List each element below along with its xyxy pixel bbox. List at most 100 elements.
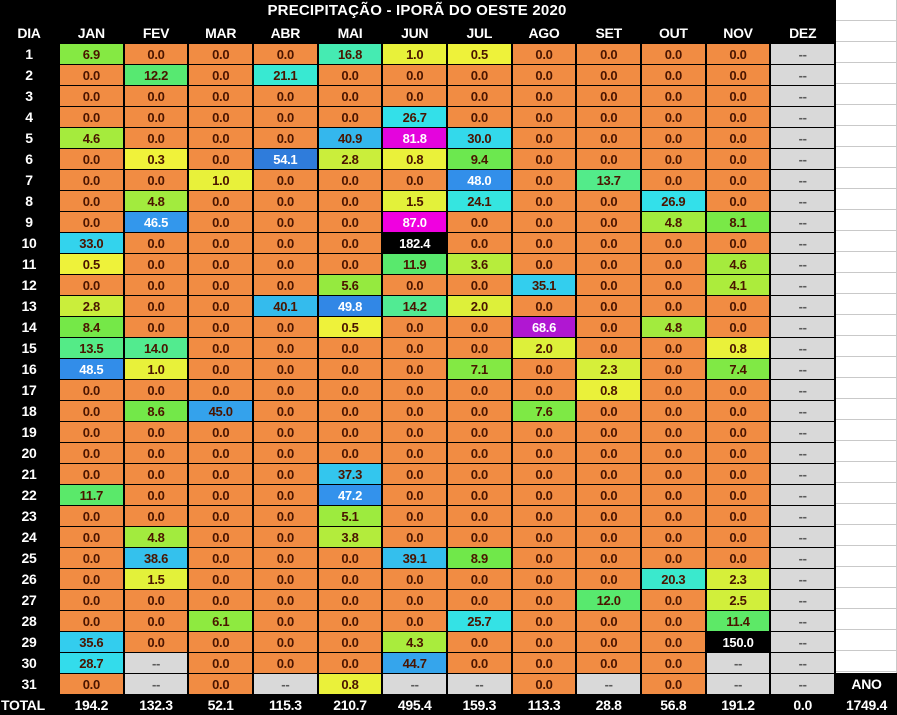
cell-mar-21: 0.0 xyxy=(189,464,252,484)
cell-set-8: 0.0 xyxy=(577,191,640,211)
cell-ago-6: 0.0 xyxy=(512,149,576,169)
cell-ago-16: 0.0 xyxy=(512,359,576,379)
cell-out-29: 0.0 xyxy=(642,632,705,652)
day-label-4: 4 xyxy=(0,107,58,127)
col-header-jun: JUN xyxy=(383,22,446,43)
cell-set-24: 0.0 xyxy=(577,527,640,547)
cell-nov-21: 0.0 xyxy=(706,464,770,484)
cell-dez-6: -- xyxy=(771,149,834,169)
cell-out-2: 0.0 xyxy=(642,65,705,85)
cell-dez-22: -- xyxy=(771,485,834,505)
cell-mai-20: 0.0 xyxy=(318,443,382,463)
cell-jun-3: 0.0 xyxy=(383,86,446,106)
cell-jan-17: 0.0 xyxy=(60,380,123,400)
cell-abr-30: 0.0 xyxy=(254,653,317,673)
cell-jun-26: 0.0 xyxy=(383,569,446,589)
col-header-set: SET xyxy=(577,22,640,43)
cell-abr-14: 0.0 xyxy=(254,317,317,337)
cell-mai-22: 47.2 xyxy=(318,485,382,505)
cell-set-25: 0.0 xyxy=(577,548,640,568)
cell-fev-29: 0.0 xyxy=(124,632,188,652)
cell-abr-15: 0.0 xyxy=(254,338,317,358)
cell-fev-16: 1.0 xyxy=(124,359,188,379)
cell-jul-15: 0.0 xyxy=(448,338,511,358)
cell-set-14: 0.0 xyxy=(577,317,640,337)
cell-jan-15: 13.5 xyxy=(60,338,123,358)
total-dez: 0.0 xyxy=(771,695,834,715)
cell-jul-11: 3.6 xyxy=(448,254,511,274)
cell-jan-29: 35.6 xyxy=(60,632,123,652)
cell-nov-10: 0.0 xyxy=(706,233,770,253)
col-header-dez: DEZ xyxy=(771,22,834,43)
cell-jan-23: 0.0 xyxy=(60,506,123,526)
cell-jan-1: 6.9 xyxy=(60,44,123,64)
col-header-mar: MAR xyxy=(189,22,252,43)
cell-abr-10: 0.0 xyxy=(254,233,317,253)
cell-ago-23: 0.0 xyxy=(512,506,576,526)
cell-out-9: 4.8 xyxy=(642,212,705,232)
cell-jan-14: 8.4 xyxy=(60,317,123,337)
cell-jun-14: 0.0 xyxy=(383,317,446,337)
cell-abr-5: 0.0 xyxy=(254,128,317,148)
cell-jul-29: 0.0 xyxy=(448,632,511,652)
cell-nov-23: 0.0 xyxy=(706,506,770,526)
cell-dez-27: -- xyxy=(771,590,834,610)
cell-jul-26: 0.0 xyxy=(448,569,511,589)
cell-dez-8: -- xyxy=(771,191,834,211)
cell-fev-1: 0.0 xyxy=(124,44,188,64)
cell-nov-3: 0.0 xyxy=(706,86,770,106)
cell-mai-14: 0.5 xyxy=(318,317,382,337)
cell-jun-1: 1.0 xyxy=(383,44,446,64)
cell-mai-27: 0.0 xyxy=(318,590,382,610)
day-label-16: 16 xyxy=(0,359,58,379)
cell-ago-29: 0.0 xyxy=(512,632,576,652)
cell-fev-2: 12.2 xyxy=(124,65,188,85)
col-header-dia: DIA xyxy=(0,22,58,43)
cell-fev-13: 0.0 xyxy=(124,296,188,316)
cell-out-1: 0.0 xyxy=(642,44,705,64)
day-label-23: 23 xyxy=(0,506,58,526)
cell-abr-3: 0.0 xyxy=(254,86,317,106)
cell-jul-13: 2.0 xyxy=(448,296,511,316)
cell-jul-3: 0.0 xyxy=(448,86,511,106)
day-label-18: 18 xyxy=(0,401,58,421)
cell-set-2: 0.0 xyxy=(577,65,640,85)
cell-nov-13: 0.0 xyxy=(706,296,770,316)
cell-jan-7: 0.0 xyxy=(60,170,123,190)
total-nov: 191.2 xyxy=(706,695,770,715)
cell-dez-24: -- xyxy=(771,527,834,547)
cell-mar-18: 45.0 xyxy=(189,401,252,421)
cell-fev-17: 0.0 xyxy=(124,380,188,400)
cell-jul-10: 0.0 xyxy=(448,233,511,253)
cell-set-11: 0.0 xyxy=(577,254,640,274)
cell-mar-6: 0.0 xyxy=(189,149,252,169)
cell-ago-17: 0.0 xyxy=(512,380,576,400)
cell-jun-19: 0.0 xyxy=(383,422,446,442)
cell-set-4: 0.0 xyxy=(577,107,640,127)
cell-out-26: 20.3 xyxy=(642,569,705,589)
cell-jun-7: 0.0 xyxy=(383,170,446,190)
cell-mai-3: 0.0 xyxy=(318,86,382,106)
cell-jan-10: 33.0 xyxy=(60,233,123,253)
cell-dez-26: -- xyxy=(771,569,834,589)
cell-out-31: 0.0 xyxy=(642,674,705,694)
cell-mai-16: 0.0 xyxy=(318,359,382,379)
cell-set-22: 0.0 xyxy=(577,485,640,505)
day-label-22: 22 xyxy=(0,485,58,505)
cell-jul-2: 0.0 xyxy=(448,65,511,85)
cell-jun-17: 0.0 xyxy=(383,380,446,400)
cell-nov-28: 11.4 xyxy=(706,611,770,631)
cell-out-15: 0.0 xyxy=(642,338,705,358)
cell-nov-31: -- xyxy=(706,674,770,694)
cell-out-8: 26.9 xyxy=(642,191,705,211)
cell-jul-12: 0.0 xyxy=(448,275,511,295)
cell-set-29: 0.0 xyxy=(577,632,640,652)
cell-jul-14: 0.0 xyxy=(448,317,511,337)
day-label-20: 20 xyxy=(0,443,58,463)
cell-jul-7: 48.0 xyxy=(448,170,511,190)
cell-fev-30: -- xyxy=(124,653,188,673)
cell-abr-25: 0.0 xyxy=(254,548,317,568)
col-header-nov: NOV xyxy=(706,22,770,43)
cell-jul-22: 0.0 xyxy=(448,485,511,505)
cell-out-28: 0.0 xyxy=(642,611,705,631)
